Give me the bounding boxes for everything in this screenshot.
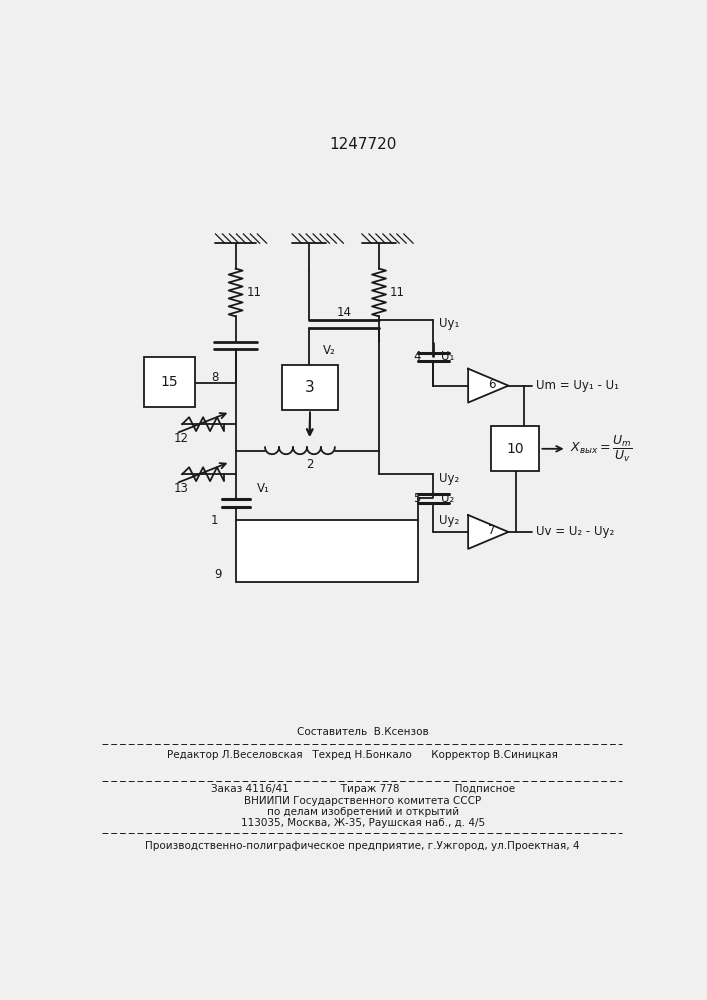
Polygon shape [468, 369, 508, 403]
Text: Um = Uy₁ - U₁: Um = Uy₁ - U₁ [535, 379, 619, 392]
Text: Составитель  В.Ксензов: Составитель В.Ксензов [297, 727, 428, 737]
Text: Uy₂: Uy₂ [440, 472, 460, 485]
Text: 4: 4 [414, 350, 421, 363]
Text: V₁: V₁ [257, 482, 270, 495]
Text: 9: 9 [214, 568, 222, 581]
Polygon shape [468, 515, 508, 549]
Text: 2: 2 [306, 458, 314, 471]
Text: 14: 14 [337, 306, 351, 319]
Text: 5: 5 [414, 492, 421, 505]
Bar [235, 520, 418, 582]
Text: 10: 10 [507, 442, 524, 456]
Text: 1247720: 1247720 [329, 137, 397, 152]
Text: 8: 8 [211, 371, 218, 384]
Text: U₁: U₁ [441, 350, 455, 363]
Text: 15: 15 [160, 375, 178, 389]
Text: 11: 11 [247, 286, 262, 299]
Text: Uy₁: Uy₁ [440, 317, 460, 330]
Text: Uy₂: Uy₂ [440, 514, 460, 527]
Bar [491, 426, 539, 471]
Text: 7: 7 [488, 524, 495, 537]
Bar [144, 357, 194, 407]
Text: 13: 13 [174, 482, 189, 495]
Text: по делам изобретений и открытий: по делам изобретений и открытий [267, 807, 459, 817]
Text: 12: 12 [174, 432, 189, 445]
Text: Uv = U₂ - Uy₂: Uv = U₂ - Uy₂ [535, 525, 614, 538]
Text: 11: 11 [390, 286, 405, 299]
Text: V₂: V₂ [323, 344, 336, 358]
Text: 3: 3 [305, 380, 315, 395]
Text: 6: 6 [488, 378, 495, 391]
Bar [282, 365, 338, 410]
Text: U₂: U₂ [441, 492, 455, 505]
Text: Производственно-полиграфическое предприятие, г.Ужгород, ул.Проектная, 4: Производственно-полиграфическое предприя… [146, 841, 580, 851]
Text: Заказ 4116/41                Тираж 778                 Подписное: Заказ 4116/41 Тираж 778 Подписное [211, 784, 515, 794]
Text: $X_{вых}=\dfrac{U_m}{U_v}$: $X_{вых}=\dfrac{U_m}{U_v}$ [571, 434, 633, 464]
Text: Редактор Л.Веселовская   Техред Н.Бонкало      Корректор В.Синицкая: Редактор Л.Веселовская Техред Н.Бонкало … [168, 750, 558, 760]
Text: 113035, Москва, Ж-35, Раушская наб., д. 4/5: 113035, Москва, Ж-35, Раушская наб., д. … [240, 818, 485, 828]
Text: 1: 1 [211, 514, 218, 527]
Text: ВНИИПИ Государственного комитета СССР: ВНИИПИ Государственного комитета СССР [244, 796, 481, 806]
